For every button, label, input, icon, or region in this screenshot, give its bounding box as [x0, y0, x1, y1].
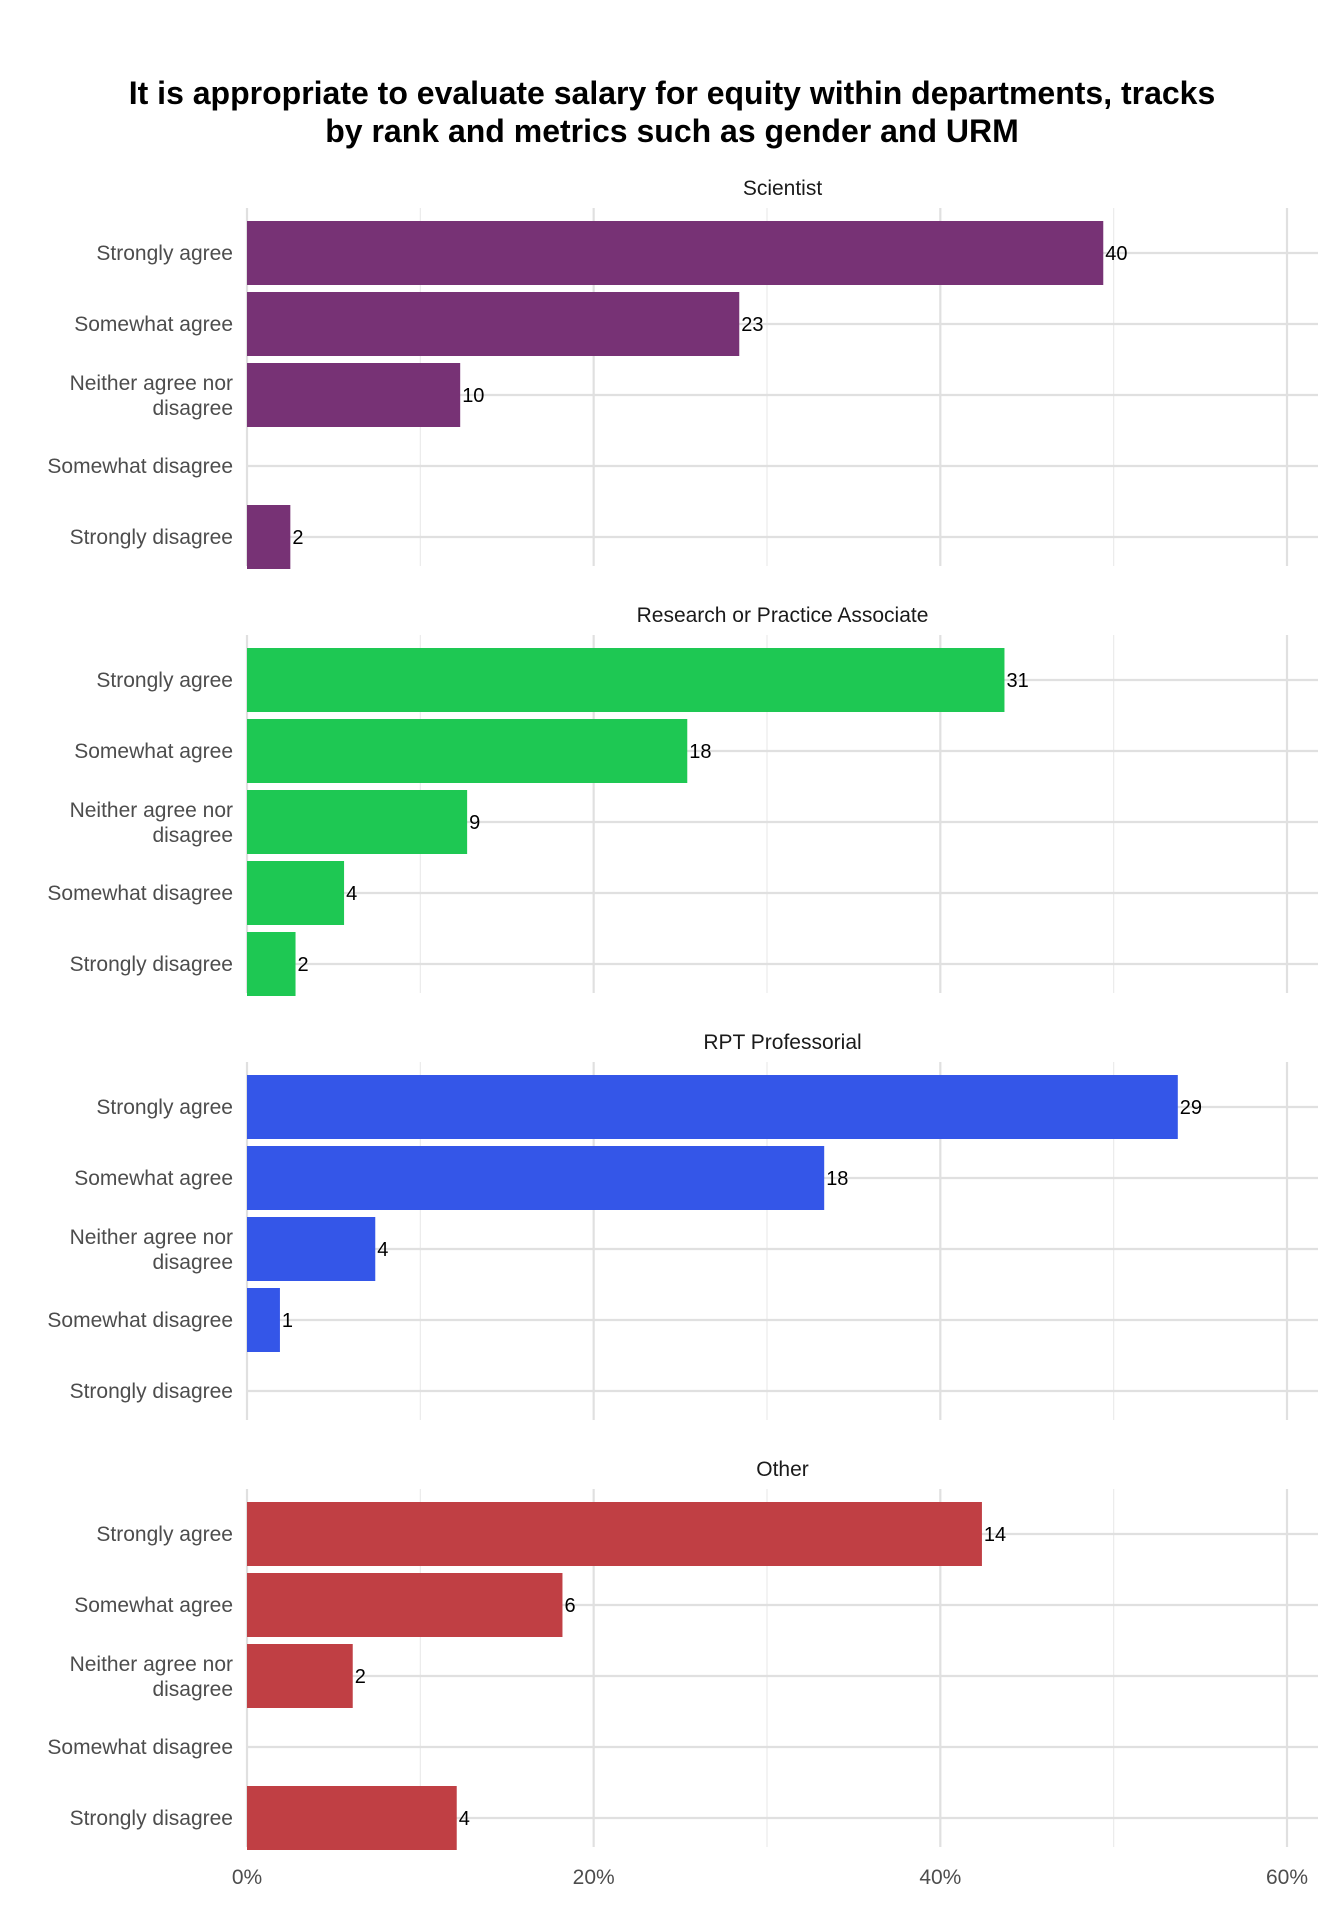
facet-label: Scientist — [743, 177, 823, 200]
category-label: Somewhat disagree — [47, 882, 233, 905]
bar — [247, 292, 740, 356]
facet-label: RPT Professorial — [703, 1031, 861, 1054]
x-tick-label: 20% — [573, 1866, 615, 1889]
chart-title-line-2: by rank and metrics such as gender and U… — [325, 113, 1019, 149]
bar — [247, 1217, 376, 1281]
category-label: Strongly disagree — [70, 1807, 233, 1830]
bar — [247, 363, 461, 427]
category-label: Neither agree nor disagree — [70, 1226, 233, 1274]
data-label: 4 — [459, 1808, 470, 1830]
bar — [247, 1573, 563, 1637]
x-tick-label: 60% — [1266, 1866, 1308, 1889]
facet-label: Other — [756, 1458, 809, 1481]
bar — [247, 1075, 1178, 1139]
chart-title: It is appropriate to evaluate salary for… — [0, 74, 1344, 150]
category-label: Neither agree nor disagree — [70, 799, 233, 847]
bar — [247, 1146, 825, 1210]
category-label: Strongly disagree — [70, 1380, 233, 1403]
bar — [247, 861, 345, 925]
data-label: 2 — [355, 1666, 366, 1688]
category-label: Neither agree nor disagree — [70, 372, 233, 420]
bar — [247, 790, 468, 854]
category-label: Somewhat agree — [74, 740, 233, 763]
data-label: 29 — [1180, 1097, 1202, 1119]
data-label: 2 — [292, 527, 303, 549]
data-label: 18 — [689, 741, 711, 763]
data-label: 23 — [741, 314, 763, 336]
data-label: 40 — [1105, 243, 1127, 265]
x-tick-label: 0% — [232, 1866, 262, 1889]
category-label: Strongly disagree — [70, 526, 233, 549]
category-label: Strongly disagree — [70, 953, 233, 976]
data-label: 2 — [298, 954, 309, 976]
facet-label: Research or Practice Associate — [637, 604, 929, 627]
bar — [247, 932, 296, 996]
data-label: 4 — [346, 883, 357, 905]
bar — [247, 221, 1104, 285]
category-label: Somewhat disagree — [47, 455, 233, 478]
data-label: 1 — [282, 1310, 293, 1332]
category-label: Strongly agree — [96, 242, 233, 265]
bar — [247, 1288, 280, 1352]
category-label: Strongly agree — [96, 669, 233, 692]
bar — [247, 648, 1005, 712]
bar — [247, 1502, 982, 1566]
category-label: Somewhat disagree — [47, 1736, 233, 1759]
x-tick-label: 40% — [919, 1866, 961, 1889]
category-label: Somewhat agree — [74, 1594, 233, 1617]
category-label: Strongly agree — [96, 1096, 233, 1119]
bar — [247, 505, 291, 569]
data-label: 14 — [984, 1524, 1006, 1546]
bar — [247, 719, 688, 783]
data-label: 6 — [564, 1595, 575, 1617]
data-label: 4 — [377, 1239, 388, 1261]
data-label: 31 — [1006, 670, 1028, 692]
category-label: Somewhat agree — [74, 313, 233, 336]
data-label: 18 — [826, 1168, 848, 1190]
chart-title-line-1: It is appropriate to evaluate salary for… — [128, 75, 1216, 111]
data-label: 10 — [462, 385, 484, 407]
category-label: Neither agree nor disagree — [70, 1653, 233, 1701]
bar — [247, 1644, 353, 1708]
data-label: 9 — [469, 812, 480, 834]
category-label: Strongly agree — [96, 1523, 233, 1546]
bar — [247, 1786, 457, 1850]
category-label: Somewhat agree — [74, 1167, 233, 1190]
category-label: Somewhat disagree — [47, 1309, 233, 1332]
